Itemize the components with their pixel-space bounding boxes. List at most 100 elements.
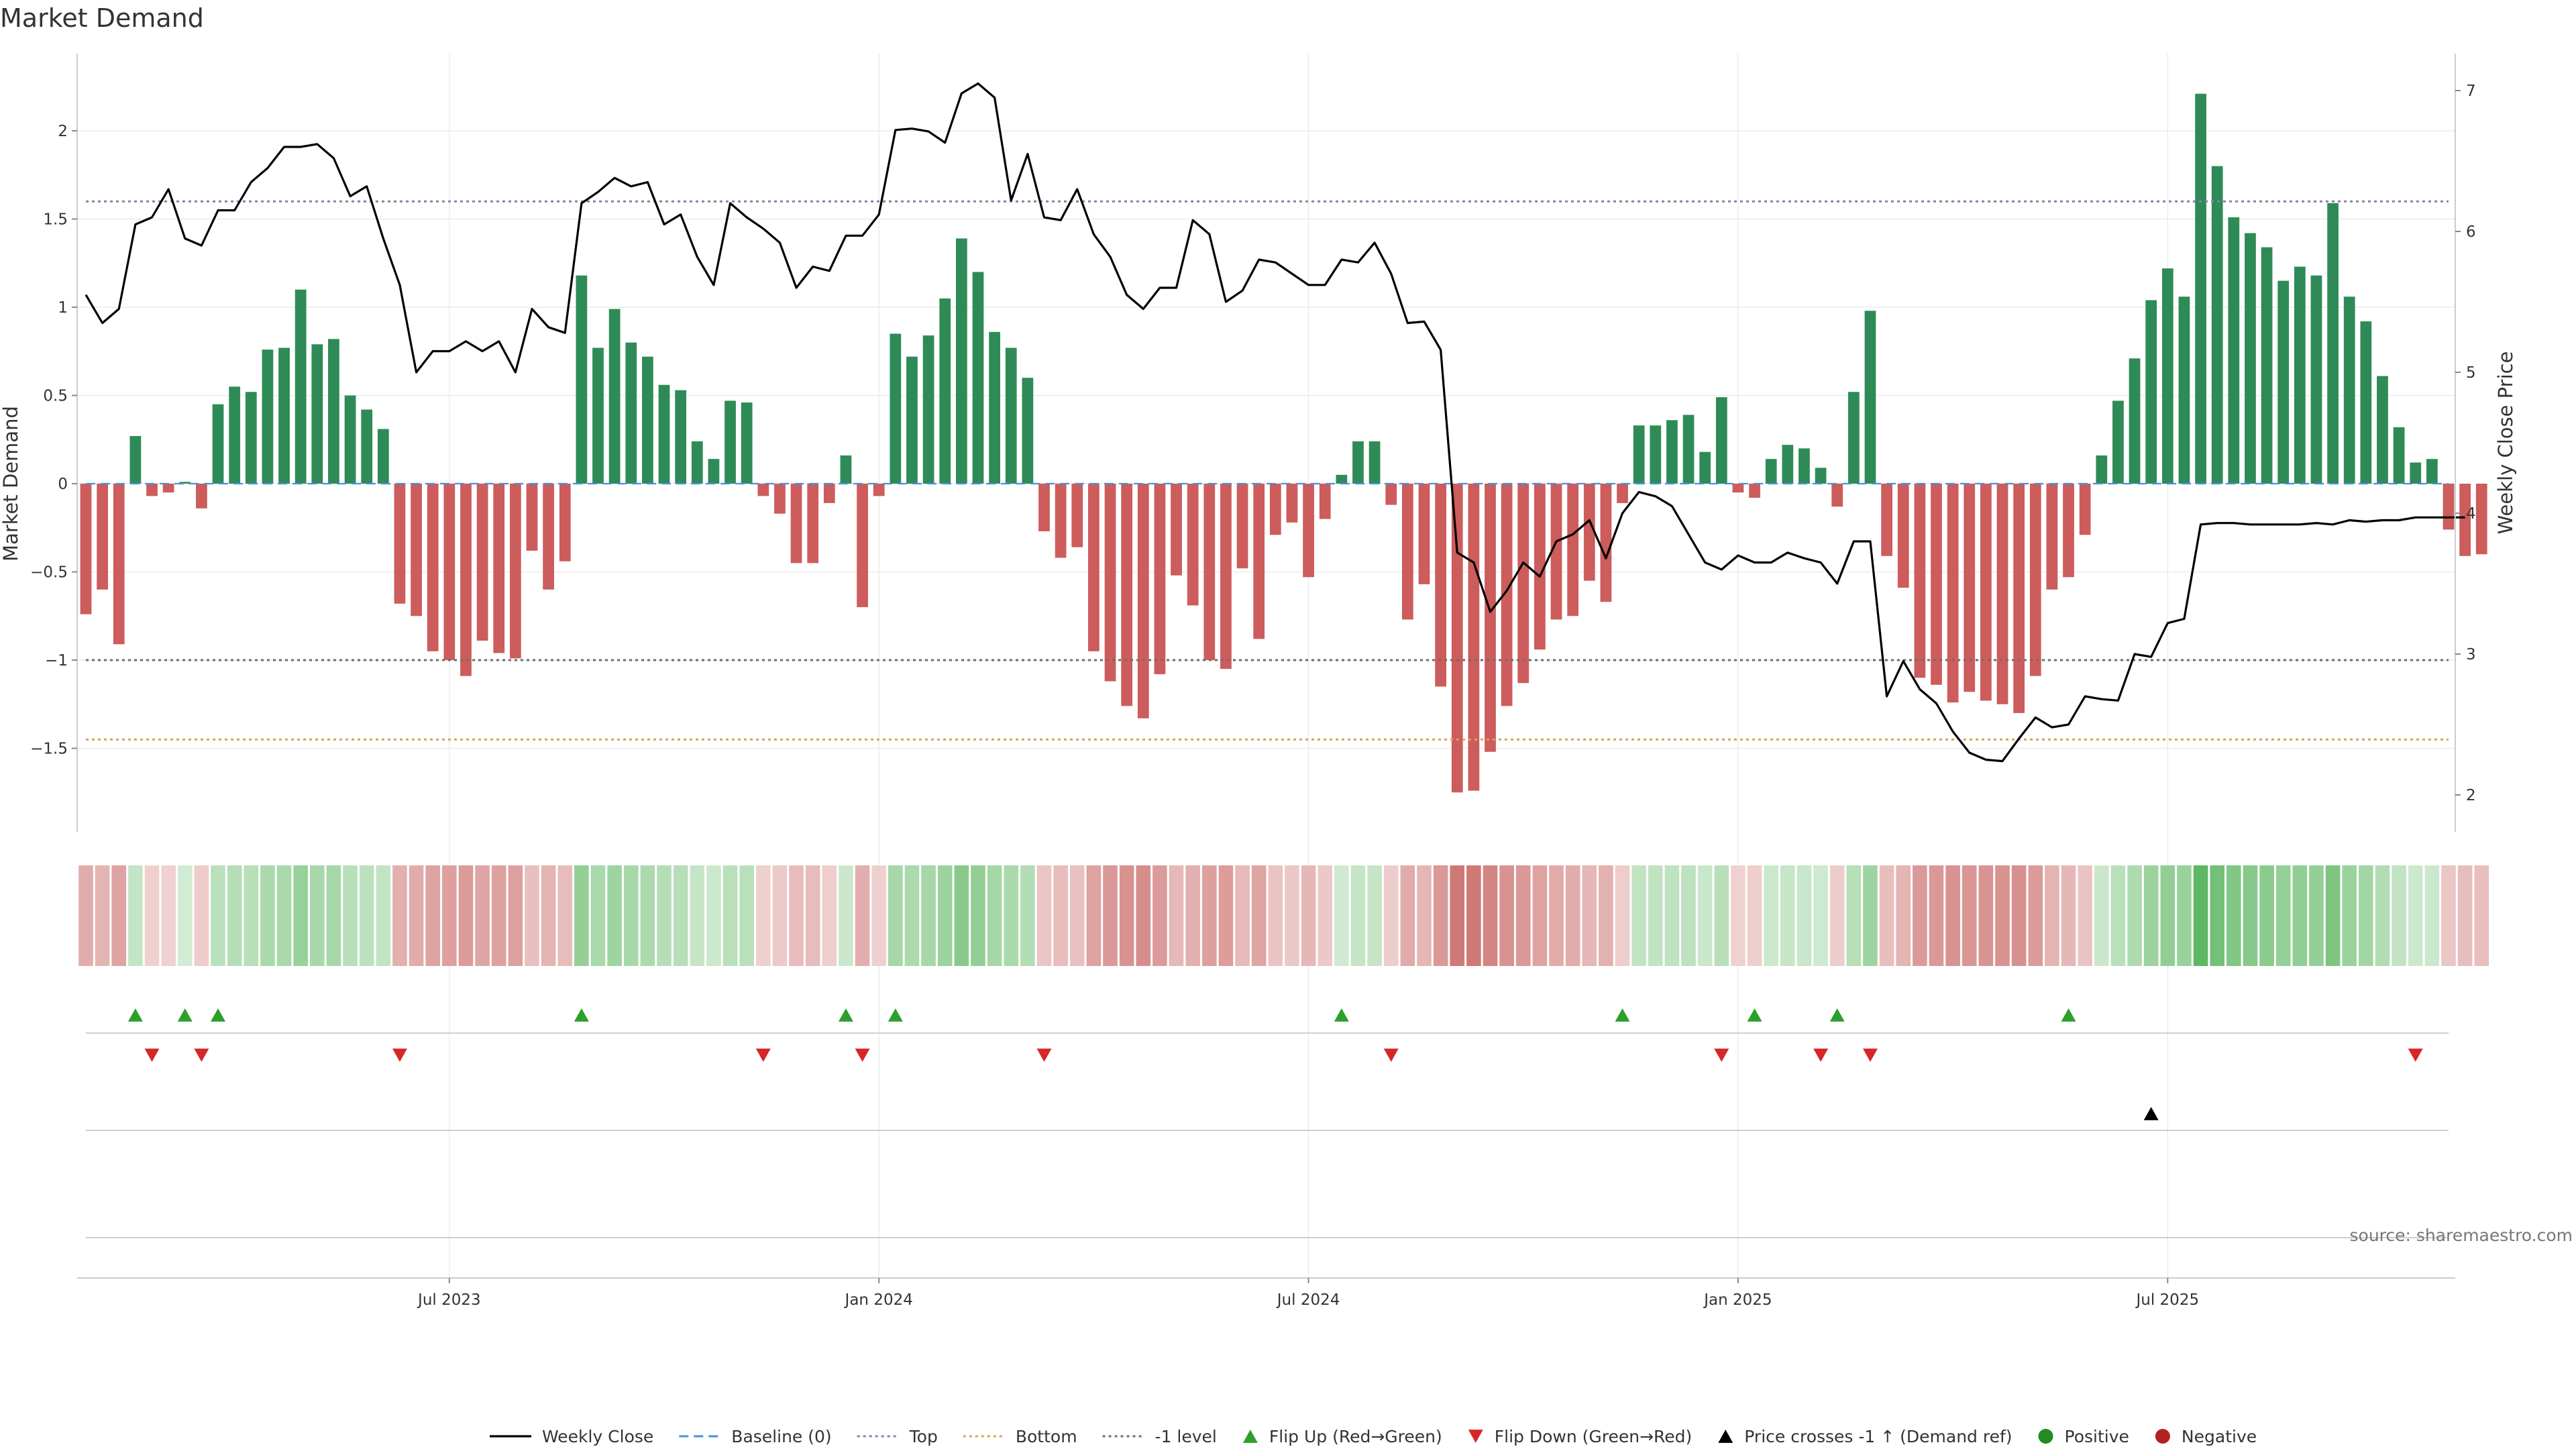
strip-cell	[144, 865, 160, 966]
demand-bar	[807, 484, 819, 564]
demand-bar	[2475, 484, 2487, 555]
legend-swatch-negative_dot	[2155, 1429, 2170, 1444]
demand-bar	[1847, 392, 1860, 484]
strip-cell	[2441, 865, 2456, 966]
demand-bar	[2360, 321, 2372, 484]
strip-cell	[1532, 865, 1548, 966]
strip-cell	[1945, 865, 1960, 966]
demand-bar	[2145, 300, 2157, 484]
strip-cell	[1318, 865, 1333, 966]
legend-item-bottom: Bottom	[963, 1427, 1077, 1446]
demand-bar	[1567, 484, 1579, 616]
strip-cell	[1565, 865, 1580, 966]
strip-cell	[276, 865, 292, 966]
demand-bar	[1682, 415, 1695, 484]
demand-bar	[2443, 484, 2455, 530]
demand-bar	[509, 484, 521, 659]
strip-cell	[78, 865, 93, 966]
strip-cell	[2292, 865, 2308, 966]
strip-cell	[1631, 865, 1646, 966]
demand-bar	[1914, 484, 1926, 678]
strip-cell	[607, 865, 622, 966]
strip-cell	[1053, 865, 1068, 966]
strip-cell	[2309, 865, 2324, 966]
strip-cell	[855, 865, 870, 966]
strip-cell	[1417, 865, 1432, 966]
strip-cell	[1285, 865, 1299, 966]
demand-bar	[576, 275, 588, 484]
strip-cell	[755, 865, 771, 966]
strip-cell	[937, 865, 953, 966]
source-label: source: sharemaestro.com	[2350, 1226, 2573, 1245]
demand-bar	[2343, 297, 2355, 484]
strip-cell	[161, 865, 176, 966]
demand-bar	[1236, 484, 1248, 569]
flip-up-marker	[211, 1008, 226, 1022]
strip-cell	[640, 865, 655, 966]
demand-bar	[840, 455, 852, 484]
strip-cell	[1846, 865, 1862, 966]
demand-bar	[658, 384, 670, 484]
y-tick-label: 0	[58, 476, 68, 493]
legend-swatch-positive_dot	[2038, 1429, 2053, 1444]
legend-swatch-flip_down	[1468, 1430, 1483, 1443]
chart-title: Market Demand	[0, 3, 204, 33]
y-tick-label: 0.5	[43, 388, 68, 405]
demand-bar	[1071, 484, 1083, 547]
flip-down-marker	[144, 1049, 160, 1062]
strip-cell	[1681, 865, 1696, 966]
strip-cell	[706, 865, 721, 966]
strip-cell	[1400, 865, 1415, 966]
strip-cell	[2457, 865, 2473, 966]
demand-bar	[476, 484, 488, 641]
strip-cell	[772, 865, 788, 966]
strip-cell	[1136, 865, 1151, 966]
demand-bar	[278, 347, 290, 484]
demand-bar	[1137, 484, 1149, 718]
strip-cell	[805, 865, 820, 966]
strip-cell	[1483, 865, 1498, 966]
strip-cell	[623, 865, 639, 966]
strip-cell	[839, 865, 853, 966]
demand-bar	[972, 272, 984, 484]
strip-cell	[1251, 865, 1267, 966]
demand-bar	[2129, 358, 2141, 484]
demand-bar	[691, 441, 703, 484]
strip-cell	[1813, 865, 1828, 966]
strip-cell	[2359, 865, 2373, 966]
strip-cell	[1499, 865, 1514, 966]
strip-cell	[673, 865, 688, 966]
strip-cell	[2210, 865, 2224, 966]
demand-bar	[741, 402, 753, 484]
flip-down-marker	[2408, 1049, 2423, 1062]
strip-cell	[376, 865, 391, 966]
strip-cell	[1069, 865, 1085, 966]
strip-cell	[690, 865, 705, 966]
demand-bar	[1269, 484, 1281, 535]
demand-bar	[2195, 93, 2206, 484]
demand-bar	[311, 344, 323, 484]
legend-item-cross: Price crosses -1 ↑ (Demand ref)	[1718, 1427, 2012, 1446]
strip-cell	[1697, 865, 1713, 966]
demand-bar	[129, 435, 142, 484]
demand-bar	[344, 395, 356, 484]
demand-bar	[724, 400, 736, 484]
demand-bar	[1782, 445, 1794, 484]
y-tick-label: −0.5	[30, 564, 68, 582]
demand-bar	[2377, 376, 2388, 484]
strip-cell	[1829, 865, 1845, 966]
demand-bar	[774, 484, 786, 514]
demand-bar	[1534, 484, 1546, 650]
legend: Weekly Close Baseline (0) Top Bottom -1 leve…	[490, 1427, 2257, 1446]
demand-bar	[2294, 266, 2306, 484]
demand-bar	[80, 484, 92, 614]
y2-tick-label: 2	[2466, 787, 2476, 804]
strip-cell	[244, 865, 259, 966]
strip-cell	[1334, 865, 1349, 966]
price-cross-marker	[2143, 1107, 2159, 1120]
legend-item-flip_down: Flip Down (Green→Red)	[1468, 1427, 1692, 1446]
flip-up-marker	[574, 1008, 589, 1022]
demand-bar	[1022, 378, 1034, 484]
legend-item-baseline: Baseline (0)	[679, 1427, 832, 1446]
strip-cell	[1549, 865, 1564, 966]
